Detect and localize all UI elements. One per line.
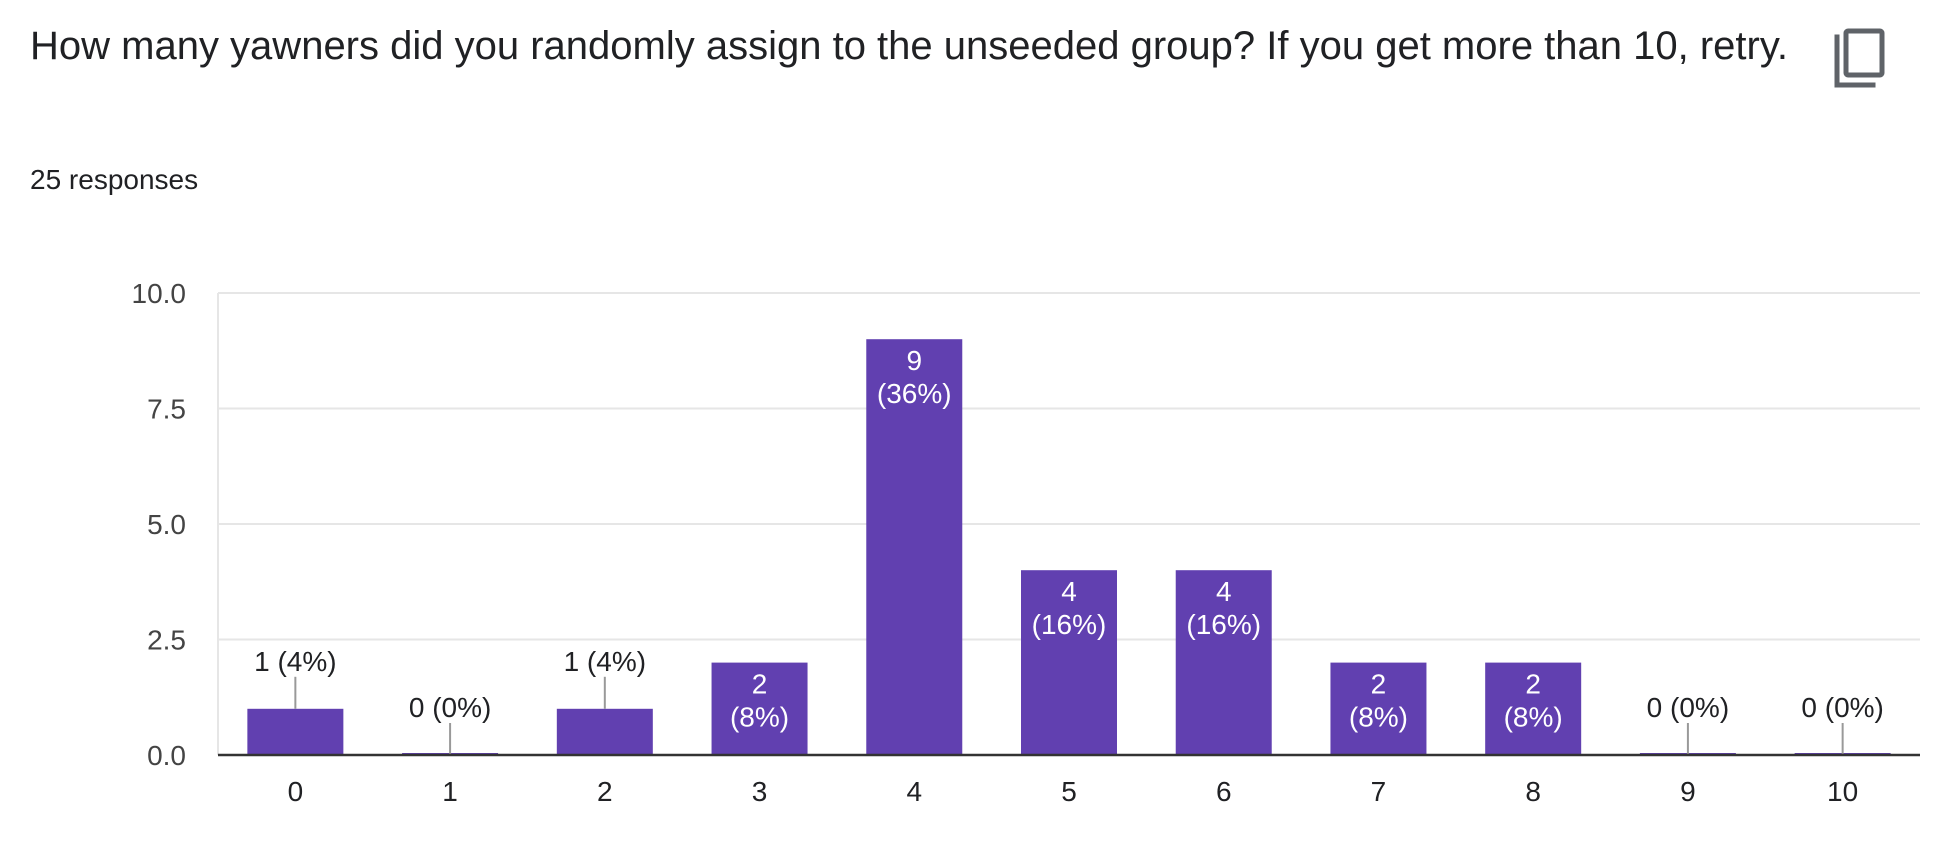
x-tick-label: 10 xyxy=(1827,776,1858,807)
data-label: 1 (4%) xyxy=(564,646,646,677)
data-label: 4 xyxy=(1061,576,1077,607)
data-label: (8%) xyxy=(730,702,789,733)
data-label: 4 xyxy=(1216,576,1232,607)
data-label: 2 xyxy=(1371,669,1387,700)
data-label: (16%) xyxy=(1032,609,1107,640)
data-label: 9 xyxy=(906,345,922,376)
x-tick-label: 4 xyxy=(906,776,922,807)
question-title: How many yawners did you randomly assign… xyxy=(30,24,1789,68)
data-label: (16%) xyxy=(1186,609,1261,640)
y-tick-label: 5.0 xyxy=(147,509,186,540)
data-label: 1 (4%) xyxy=(254,646,336,677)
response-count: 25 responses xyxy=(30,164,199,195)
bar xyxy=(556,708,653,755)
data-label: 2 xyxy=(1525,669,1541,700)
bar xyxy=(1330,662,1427,755)
copy-chart-button[interactable] xyxy=(1824,24,1894,94)
bar xyxy=(711,662,808,755)
data-label: (8%) xyxy=(1349,702,1408,733)
bar xyxy=(866,339,963,755)
data-label: 0 (0%) xyxy=(1647,692,1729,723)
x-tick-label: 3 xyxy=(752,776,768,807)
y-tick-label: 10.0 xyxy=(132,278,187,309)
data-label: 2 xyxy=(752,669,768,700)
y-tick-label: 2.5 xyxy=(147,625,186,656)
x-tick-label: 7 xyxy=(1371,776,1387,807)
data-label: 0 (0%) xyxy=(409,692,491,723)
bar xyxy=(1175,570,1272,755)
data-label: (36%) xyxy=(877,378,952,409)
bar xyxy=(247,708,344,755)
x-tick-label: 0 xyxy=(288,776,304,807)
data-label: (8%) xyxy=(1504,702,1563,733)
bar xyxy=(1021,570,1117,755)
x-tick-label: 9 xyxy=(1680,776,1696,807)
y-tick-label: 7.5 xyxy=(147,394,186,425)
x-tick-label: 8 xyxy=(1525,776,1541,807)
bar xyxy=(1485,662,1582,755)
x-tick-label: 5 xyxy=(1061,776,1077,807)
data-label: 0 (0%) xyxy=(1801,692,1883,723)
x-tick-label: 6 xyxy=(1216,776,1232,807)
x-tick-label: 2 xyxy=(597,776,613,807)
y-tick-label: 0.0 xyxy=(147,740,186,771)
copy-icon xyxy=(1834,28,1885,88)
x-tick-label: 1 xyxy=(442,776,458,807)
